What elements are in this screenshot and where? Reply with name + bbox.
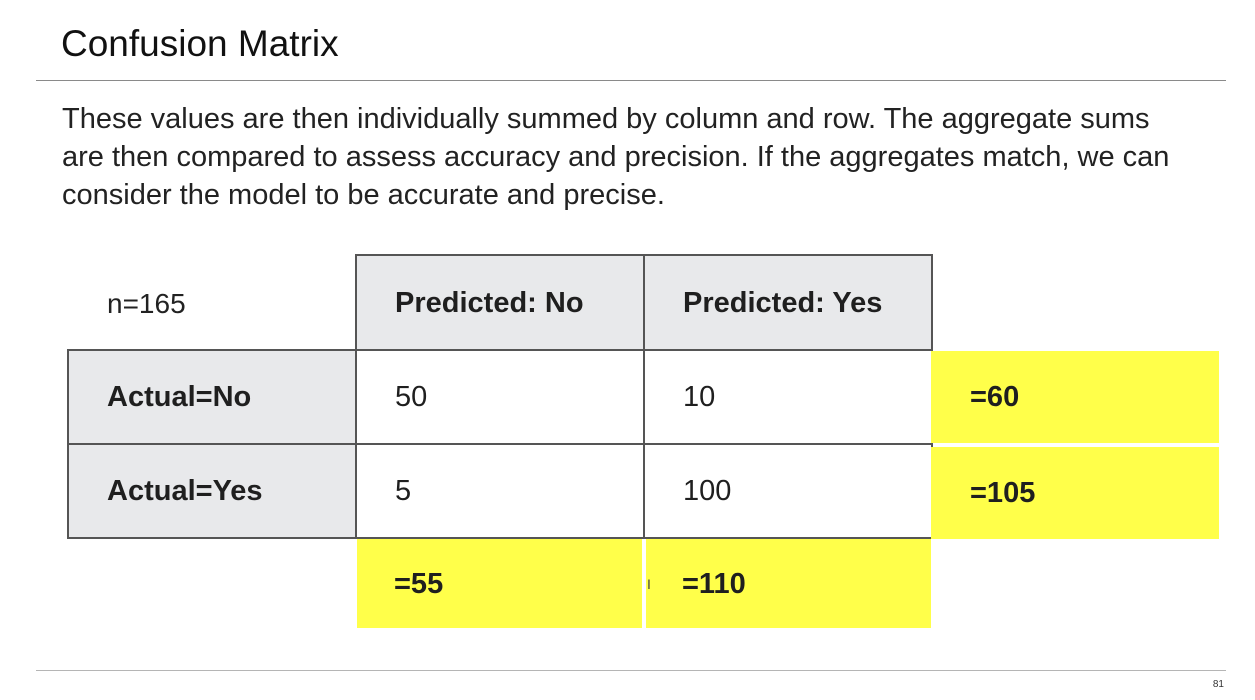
col-sum-predicted-no: =55 <box>357 539 642 628</box>
row-sum-actual-no: =60 <box>931 351 1219 443</box>
header-predicted-no: Predicted: No <box>355 254 645 351</box>
text-cursor-icon: I <box>647 576 651 592</box>
slide-title: Confusion Matrix <box>61 23 339 64</box>
row-sum-actual-yes: =105 <box>931 447 1219 539</box>
footer-divider <box>36 670 1226 671</box>
sample-size-label: n=165 <box>107 288 186 319</box>
slide-body-text: These values are then individually summe… <box>62 103 1170 211</box>
title-divider <box>36 80 1226 81</box>
row-label-actual-yes: Actual=Yes <box>67 443 357 539</box>
cell-actual-yes-predicted-yes: 100 <box>643 443 933 539</box>
row-label-actual-no: Actual=No <box>67 349 357 445</box>
page-number: 81 <box>1212 679 1224 690</box>
cell-actual-no-predicted-no: 50 <box>355 349 645 445</box>
col-sum-predicted-yes: =110 <box>646 539 931 628</box>
header-predicted-yes: Predicted: Yes <box>643 254 933 351</box>
cell-actual-yes-predicted-no: 5 <box>355 443 645 539</box>
cell-actual-no-predicted-yes: 10 <box>643 349 933 445</box>
